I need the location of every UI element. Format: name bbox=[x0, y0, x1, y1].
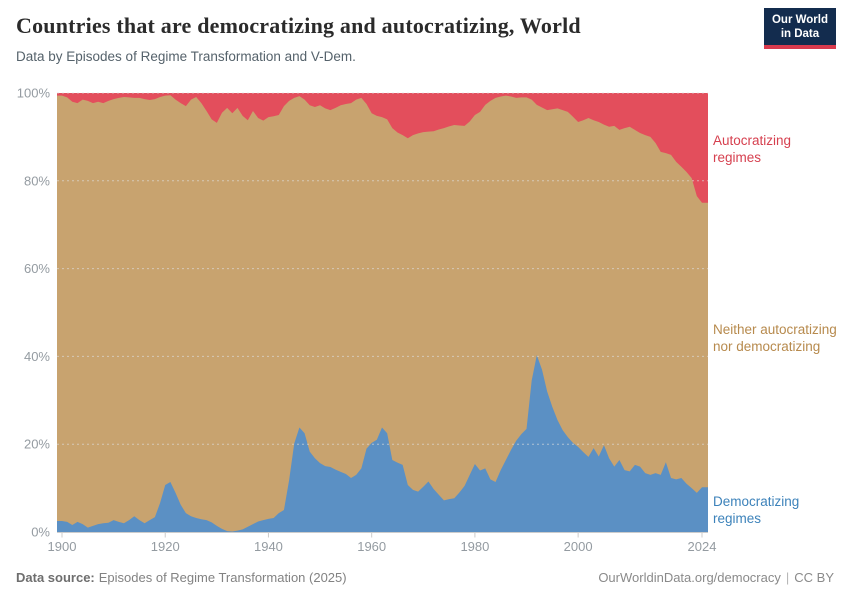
license-link[interactable]: CC BY bbox=[794, 570, 834, 585]
owid-logo[interactable]: Our World in Data bbox=[763, 8, 836, 49]
chart-subtitle: Data by Episodes of Regime Transformatio… bbox=[16, 49, 356, 64]
data-source-line: Data source: Episodes of Regime Transform… bbox=[16, 570, 347, 585]
data-source-label: Data source: bbox=[16, 570, 95, 585]
x-tick-label-1960: 1960 bbox=[357, 539, 386, 554]
y-tick-label-100: 100% bbox=[17, 86, 51, 101]
y-tick-label-80: 80% bbox=[24, 173, 50, 188]
y-tick-label-0: 0% bbox=[31, 525, 50, 540]
owid-url-link[interactable]: OurWorldinData.org/democracy bbox=[598, 570, 781, 585]
owid-logo-line2: in Data bbox=[780, 27, 820, 40]
area-democratizing-regimes[interactable] bbox=[57, 355, 708, 532]
x-tick-label-2024: 2024 bbox=[688, 539, 717, 554]
x-tick-label-1980: 1980 bbox=[460, 539, 489, 554]
page-title: Countries that are democratizing and aut… bbox=[16, 13, 581, 38]
series-label-neither[interactable]: Neither autocratizing nor democratizing bbox=[713, 322, 837, 354]
x-tick-label-1920: 1920 bbox=[151, 539, 180, 554]
owid-logo-line1: Our World bbox=[771, 14, 828, 26]
y-tick-label-60: 60% bbox=[24, 261, 50, 276]
x-tick-label-2000: 2000 bbox=[564, 539, 593, 554]
data-source-value: Episodes of Regime Transformation (2025) bbox=[98, 570, 347, 585]
area-autocratizing-regimes[interactable] bbox=[57, 93, 708, 203]
x-tick-label-1940: 1940 bbox=[254, 539, 283, 554]
series-label-autocratizing[interactable]: Autocratizing regimes bbox=[713, 133, 792, 165]
chart-footer: Data source: Episodes of Regime Transform… bbox=[16, 570, 834, 585]
series-label-democratizing[interactable]: Democratizing regimes bbox=[713, 494, 800, 526]
y-tick-label-20: 20% bbox=[24, 437, 50, 452]
y-tick-label-40: 40% bbox=[24, 349, 50, 364]
x-tick-label-1900: 1900 bbox=[48, 539, 77, 554]
footer-links: OurWorldinData.org/democracy | CC BY bbox=[598, 570, 834, 585]
footer-separator: | bbox=[785, 570, 790, 585]
